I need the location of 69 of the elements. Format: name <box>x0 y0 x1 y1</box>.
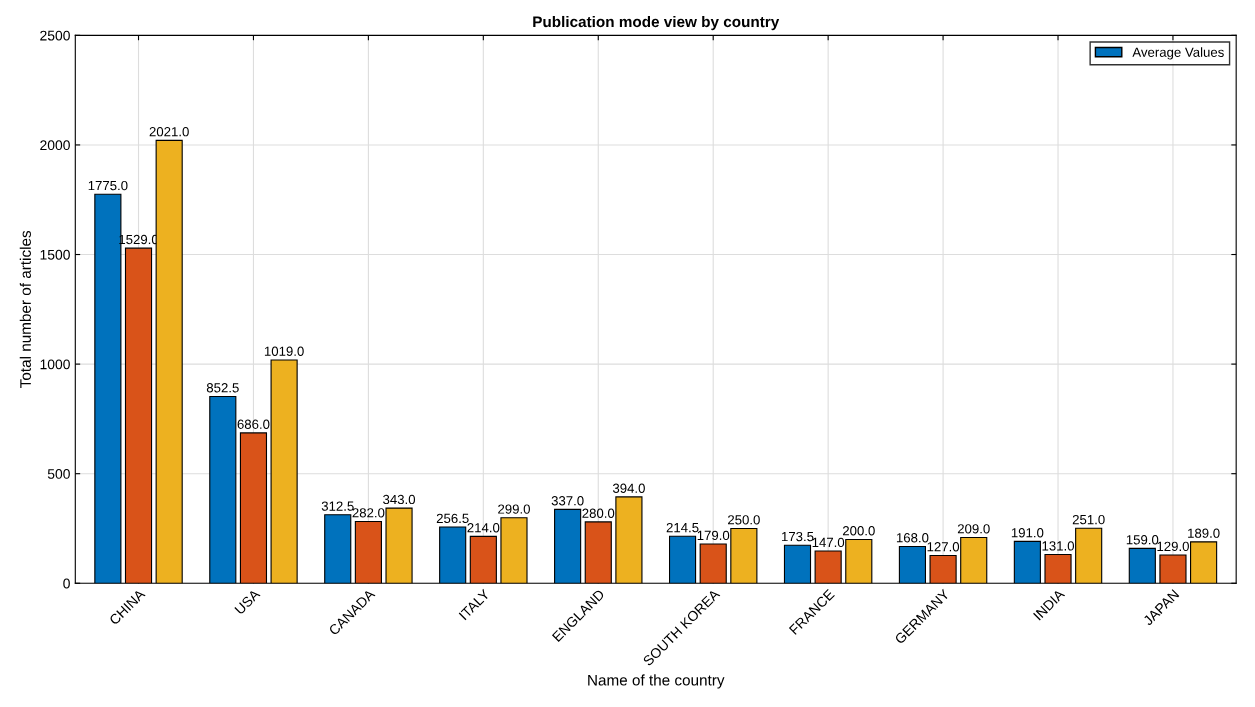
bar <box>699 543 727 584</box>
y-tick-label: 2500 <box>40 30 70 41</box>
bar <box>960 536 988 584</box>
data-label: 337.0 <box>551 496 584 506</box>
legend-label: Average Values <box>1132 47 1224 60</box>
data-label: 173.5 <box>781 531 814 542</box>
data-label: 129.0 <box>1157 541 1189 552</box>
bar <box>209 395 237 584</box>
chart-title: Publication mode view by country <box>533 15 780 31</box>
bar <box>898 545 927 584</box>
data-label: 191.0 <box>1011 528 1044 538</box>
bar <box>1075 527 1103 584</box>
data-label: 168.0 <box>896 533 929 543</box>
y-tick-label: 2000 <box>40 140 70 151</box>
data-label: 299.0 <box>498 504 530 514</box>
data-label: 189.0 <box>1188 528 1220 538</box>
bar <box>584 521 612 584</box>
bar <box>1044 554 1072 584</box>
data-label: 147.0 <box>812 537 845 548</box>
y-tick-label: 1500 <box>40 249 70 260</box>
data-label: 209.0 <box>957 524 990 534</box>
bar <box>1013 540 1041 584</box>
data-label: 131.0 <box>1042 541 1075 551</box>
data-label: 127.0 <box>927 542 960 552</box>
bar <box>155 139 183 584</box>
data-label: 686.0 <box>237 419 270 429</box>
data-label: 282.0 <box>352 508 385 518</box>
bar <box>124 247 153 584</box>
data-label: 1775.0 <box>88 180 128 191</box>
data-label: 343.0 <box>383 494 416 505</box>
bar <box>814 550 842 584</box>
bar <box>615 496 643 584</box>
data-label: 256.5 <box>436 513 469 524</box>
bar <box>324 514 352 584</box>
bar <box>354 520 382 584</box>
bar <box>929 554 957 584</box>
data-label: 179.0 <box>697 530 730 541</box>
data-label: 214.0 <box>467 523 500 533</box>
data-label: 1019.0 <box>264 346 304 356</box>
bar <box>1159 554 1187 584</box>
data-label: 251.0 <box>1072 514 1105 525</box>
bar <box>730 527 758 584</box>
data-label: 200.0 <box>842 526 875 536</box>
bar <box>783 544 812 584</box>
bar <box>554 508 582 584</box>
bar <box>500 517 528 584</box>
bar <box>1190 541 1218 584</box>
y-tick-label: 1000 <box>40 359 70 370</box>
bar <box>439 526 467 584</box>
data-label: 394.0 <box>612 483 645 493</box>
x-tick-label: USA <box>234 588 261 615</box>
data-label: 852.5 <box>206 383 239 393</box>
bar <box>668 535 697 584</box>
y-axis-title: Total number of articles <box>19 230 31 388</box>
x-axis-title: Name of the country <box>588 674 725 689</box>
data-label: 250.0 <box>728 515 760 525</box>
y-tick-label: 500 <box>47 469 70 479</box>
data-label: 159.0 <box>1126 535 1159 545</box>
data-label: 214.5 <box>666 522 699 533</box>
bar <box>1128 547 1156 584</box>
bar <box>239 432 268 584</box>
data-label: 280.0 <box>582 508 615 518</box>
data-label: 2021.0 <box>149 126 189 137</box>
bar <box>845 538 873 584</box>
bar <box>270 359 298 584</box>
bar <box>385 507 413 584</box>
y-tick-label: 0 <box>63 578 70 589</box>
bar <box>469 535 497 584</box>
data-label: 312.5 <box>321 501 354 511</box>
